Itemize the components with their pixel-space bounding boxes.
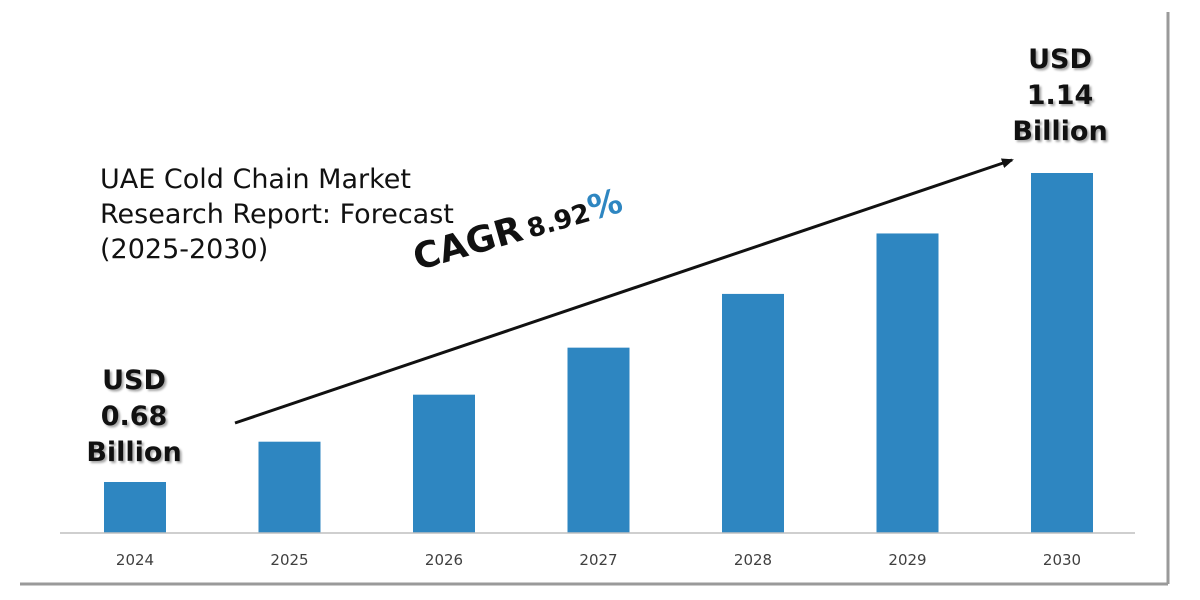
x-tick-label-2026: 2026	[425, 551, 463, 569]
bar-2029	[876, 233, 939, 533]
x-tick-label-2029: 2029	[888, 551, 926, 569]
bar-2027	[567, 347, 630, 533]
bar-2025	[258, 441, 321, 533]
end-callout-currency: USD	[1028, 44, 1092, 75]
start-value-callout: USD 0.68 Billion	[74, 363, 194, 471]
start-callout-value: 0.68	[100, 401, 168, 432]
x-tick-label-2030: 2030	[1043, 551, 1081, 569]
start-callout-unit: Billion	[86, 437, 182, 468]
bar-2026	[413, 394, 475, 533]
end-value-callout: USD 1.14 Billion	[998, 42, 1122, 150]
x-tick-label-2027: 2027	[579, 551, 617, 569]
x-tick-label-2025: 2025	[270, 551, 308, 569]
bar-series	[104, 173, 1093, 533]
x-tick-label-2024: 2024	[116, 551, 154, 569]
end-callout-unit: Billion	[1012, 116, 1108, 147]
growth-arrow	[234, 158, 1014, 425]
bar-2028	[722, 293, 784, 533]
x-tick-label-2028: 2028	[734, 551, 772, 569]
end-callout-value: 1.14	[1026, 80, 1094, 111]
chart-title: UAE Cold Chain Market Research Report: F…	[100, 164, 454, 265]
bar-2030	[1031, 173, 1093, 533]
start-callout-currency: USD	[102, 365, 166, 396]
bar-2024	[104, 482, 166, 533]
x-axis-tick-labels: 2024 2025 2026 2027 2028 2029 2030	[116, 551, 1081, 569]
